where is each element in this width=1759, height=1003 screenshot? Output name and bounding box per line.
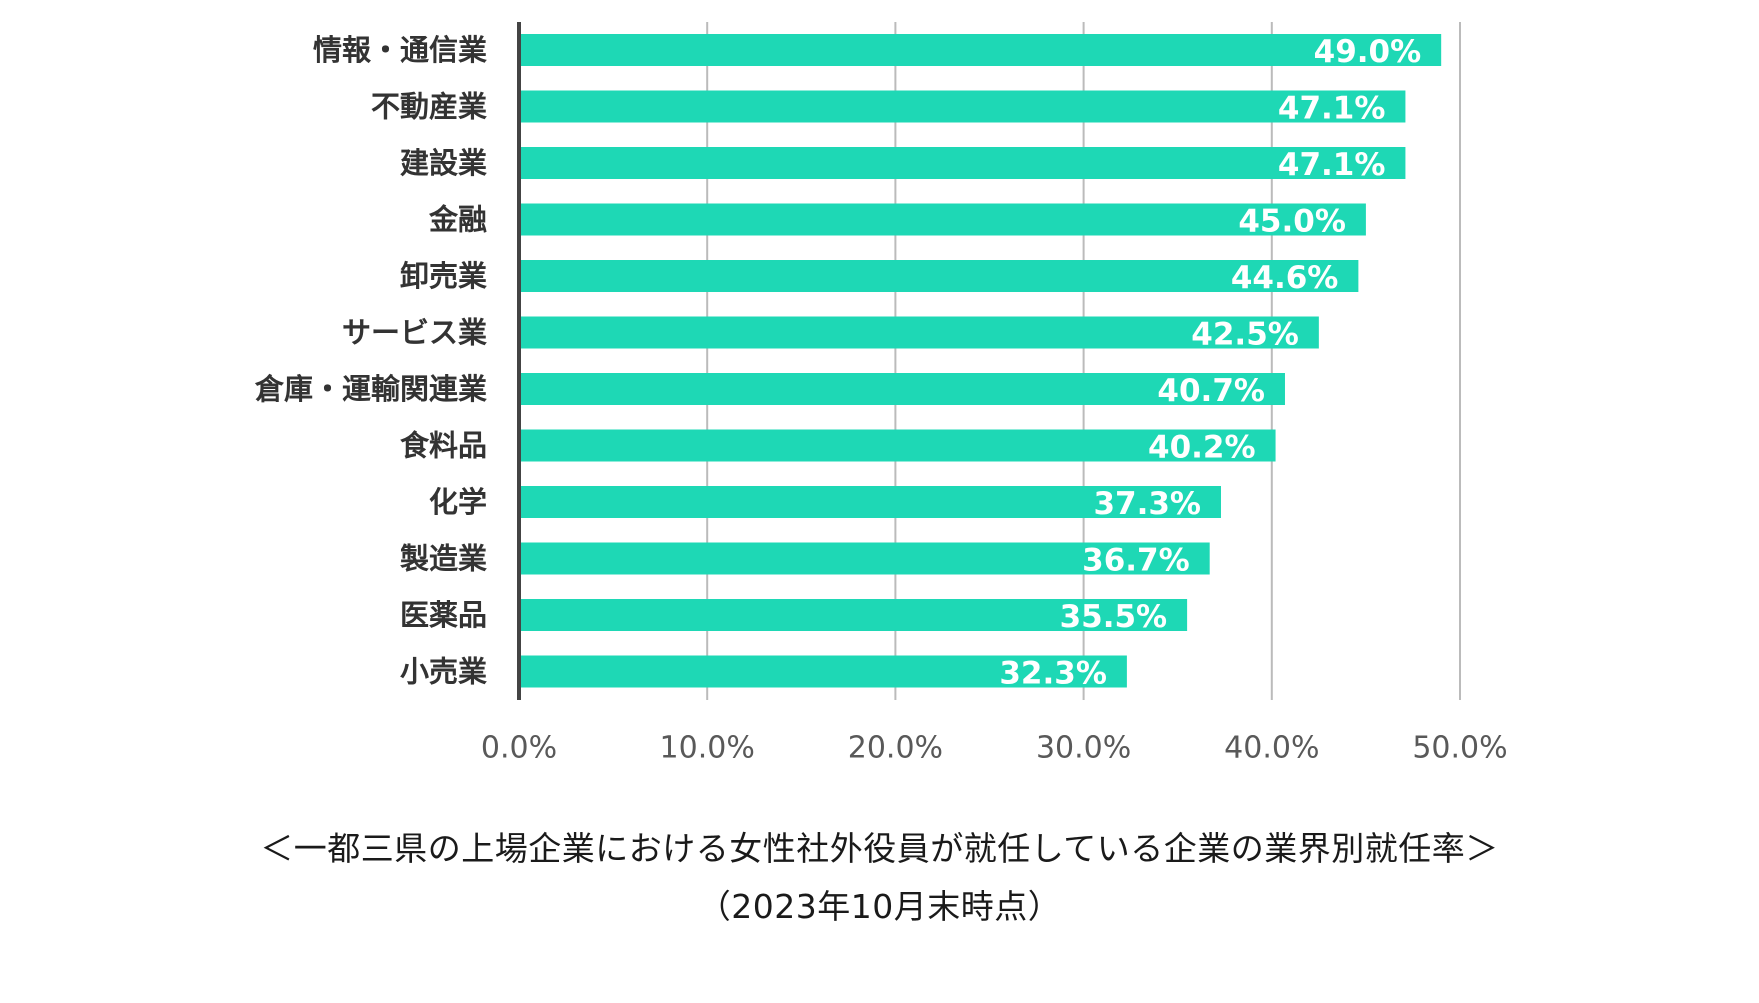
data-label: 47.1% (1278, 91, 1386, 127)
data-label: 37.3% (1093, 486, 1201, 522)
data-label: 45.0% (1238, 204, 1346, 240)
x-tick-label: 20.0% (848, 731, 943, 766)
category-label: 建設業 (400, 146, 487, 180)
category-label: 金融 (428, 203, 487, 237)
data-label: 47.1% (1278, 147, 1386, 183)
bar (519, 316, 1319, 349)
bar (519, 542, 1210, 575)
data-label: 49.0% (1314, 34, 1422, 70)
category-label: 化学 (429, 485, 487, 519)
category-label: 食料品 (400, 429, 487, 463)
bar (519, 486, 1221, 518)
data-label: 40.2% (1148, 430, 1256, 466)
bar (519, 373, 1285, 405)
category-label: 小売業 (400, 655, 487, 689)
category-label: サービス業 (342, 316, 487, 350)
grid-lines (706, 22, 1461, 700)
data-label: 42.5% (1191, 317, 1299, 353)
data-label: 36.7% (1082, 543, 1190, 579)
category-label: 医薬品 (400, 598, 487, 632)
axes: 0.0% 10.0% 20.0% 30.0% 40.0% 50.0% (481, 22, 1508, 766)
data-label: 32.3% (999, 656, 1107, 692)
bar (519, 599, 1188, 631)
x-tick-label: 0.0% (481, 731, 557, 766)
labels: 情報・通信業 49.0% 不動産業 47.1% 建設業 47.1% 金融 45.0% 卸売業 44… (254, 33, 1421, 692)
bar (519, 203, 1366, 236)
category-label: 卸売業 (400, 259, 487, 293)
x-tick-label: 10.0% (660, 731, 755, 766)
x-tick-label: 40.0% (1224, 731, 1319, 766)
data-label: 35.5% (1060, 599, 1168, 635)
category-label: 製造業 (400, 542, 487, 576)
data-label: 44.6% (1231, 260, 1339, 296)
category-label: 不動産業 (371, 90, 487, 124)
bar (519, 655, 1127, 688)
bar (519, 429, 1276, 462)
bars (519, 34, 1442, 688)
bar (519, 260, 1359, 292)
chart-caption-date: （2023年10月末時点） (697, 887, 1062, 926)
bar (519, 34, 1442, 66)
data-label: 40.7% (1157, 373, 1265, 409)
chart-caption: ＜一都三県の上場企業における女性社外役員が就任している企業の業界別就任率＞ (260, 829, 1499, 868)
bar (519, 90, 1406, 123)
category-label: 倉庫・運輸関連業 (254, 372, 487, 406)
category-label: 情報・通信業 (313, 33, 487, 67)
x-tick-label: 50.0% (1412, 731, 1507, 766)
x-tick-label: 30.0% (1036, 731, 1131, 766)
bar (519, 147, 1406, 179)
